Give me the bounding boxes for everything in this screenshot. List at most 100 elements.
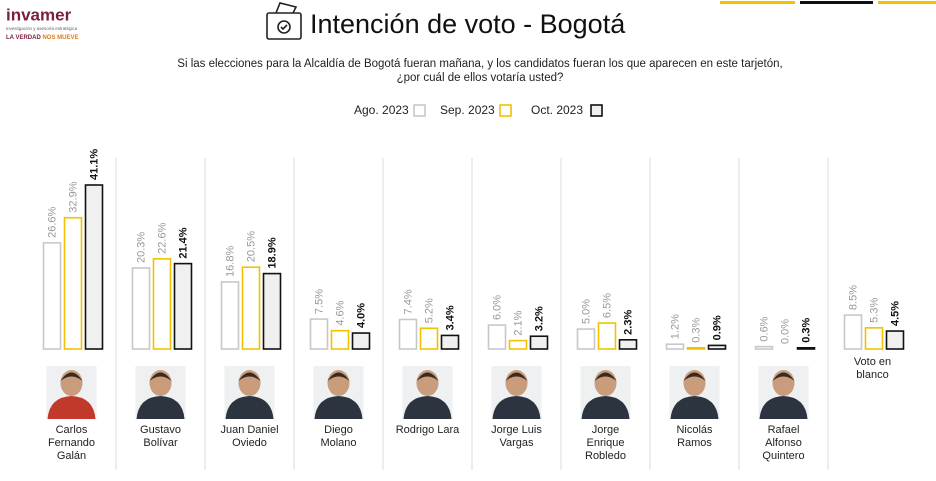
value-label: 0.6%	[758, 316, 770, 341]
legend-label: Ago. 2023	[354, 103, 409, 117]
value-label: 7.4%	[402, 289, 414, 314]
value-label: 41.1%	[88, 149, 100, 180]
bar	[576, 328, 596, 350]
value-label: 5.2%	[423, 298, 435, 323]
category-label: Diego Molano	[320, 424, 357, 449]
logo-slogan: LA VERDAD NOS MUEVE	[6, 35, 78, 41]
photo-body	[314, 396, 363, 419]
photo-body	[136, 396, 185, 419]
category-label: Rafael Alfonso Quintero	[762, 424, 805, 462]
candidate-photo	[224, 366, 275, 419]
photo-body	[403, 396, 452, 419]
value-label: 20.3%	[135, 232, 147, 263]
category-label: Carlos Fernando Galán	[47, 424, 96, 462]
category-label: Gustavo Bolívar	[140, 424, 181, 449]
photo-body	[581, 396, 630, 419]
bar	[796, 347, 816, 350]
bar	[686, 347, 706, 350]
bar	[843, 314, 863, 350]
value-label: 0.3%	[690, 318, 702, 343]
candidate-photo	[46, 366, 97, 419]
value-label: 7.5%	[313, 289, 325, 314]
candidate-photo	[491, 366, 542, 419]
photo-hair	[594, 372, 617, 381]
bar	[440, 334, 460, 350]
bar	[529, 335, 549, 350]
bar	[84, 184, 104, 350]
photo-hair	[149, 372, 172, 381]
photo-body	[225, 396, 274, 419]
value-label: 0.3%	[800, 318, 812, 343]
bar	[42, 242, 62, 350]
photo-hair	[238, 372, 261, 381]
value-label: 3.2%	[533, 306, 545, 331]
bar	[597, 322, 617, 350]
photo-body	[492, 396, 541, 419]
category-label: Rodrigo Lara	[395, 424, 460, 436]
bar	[131, 267, 151, 350]
bar	[173, 262, 193, 350]
photo-body	[670, 396, 719, 419]
legend-swatch	[499, 104, 512, 117]
bar	[508, 339, 528, 350]
value-label: 18.9%	[266, 237, 278, 268]
bar	[665, 343, 685, 350]
bar	[707, 344, 727, 350]
value-label: 5.0%	[580, 299, 592, 324]
value-label: 0.9%	[711, 315, 723, 340]
decor-bar	[878, 1, 936, 4]
legend-swatch	[413, 104, 426, 117]
value-label: 6.0%	[491, 295, 503, 320]
value-label: 22.6%	[156, 222, 168, 253]
value-label: 4.6%	[334, 300, 346, 325]
value-label: 4.0%	[355, 303, 367, 328]
bar	[618, 339, 638, 350]
photo-body	[47, 396, 96, 419]
photo-hair	[505, 372, 528, 381]
bar	[330, 329, 350, 350]
value-label: 8.5%	[847, 285, 859, 310]
bar	[885, 330, 905, 350]
category-label: Nicolás Ramos	[676, 424, 713, 449]
value-label: 4.5%	[889, 301, 901, 326]
candidate-photo	[313, 366, 364, 419]
photo-hair	[772, 372, 795, 381]
candidate-photo	[580, 366, 631, 419]
value-label: 1.2%	[669, 314, 681, 339]
value-label: 3.4%	[444, 305, 456, 330]
category-label: Jorge Luis Vargas	[491, 424, 542, 449]
bar	[864, 327, 884, 350]
candidate-photo	[758, 366, 809, 419]
candidate-photo	[135, 366, 186, 419]
bar	[754, 345, 774, 350]
value-label: 32.9%	[67, 181, 79, 212]
bar	[351, 332, 371, 350]
value-label: 0.0%	[779, 319, 791, 344]
photo-hair	[327, 372, 350, 381]
legend-label: Sep. 2023	[440, 103, 495, 117]
ballot-icon	[266, 2, 302, 40]
bar	[309, 318, 329, 350]
category-label: Juan Daniel Oviedo	[220, 424, 279, 449]
legend-label: Oct. 2023	[531, 103, 583, 117]
subtitle: ¿por cuál de ellos votaría usted?	[397, 72, 564, 84]
candidate-photo	[402, 366, 453, 419]
value-label: 21.4%	[177, 227, 189, 258]
bar	[241, 266, 261, 350]
value-label: 16.8%	[224, 246, 236, 277]
logo-tagline: investigación y asesoría estratégica	[6, 26, 78, 31]
decor-bar	[800, 1, 873, 4]
bar	[262, 272, 282, 350]
value-label: 2.1%	[512, 310, 524, 335]
bar	[398, 318, 418, 350]
photo-hair	[683, 372, 706, 381]
category-label: Jorge Enrique Robledo	[585, 424, 626, 462]
value-label: 2.3%	[622, 310, 634, 335]
candidate-photo	[669, 366, 720, 419]
chart-title: Intención de voto - Bogotá	[310, 9, 626, 39]
value-label: 20.5%	[245, 231, 257, 262]
bar	[419, 327, 439, 350]
legend-swatch	[590, 104, 603, 117]
